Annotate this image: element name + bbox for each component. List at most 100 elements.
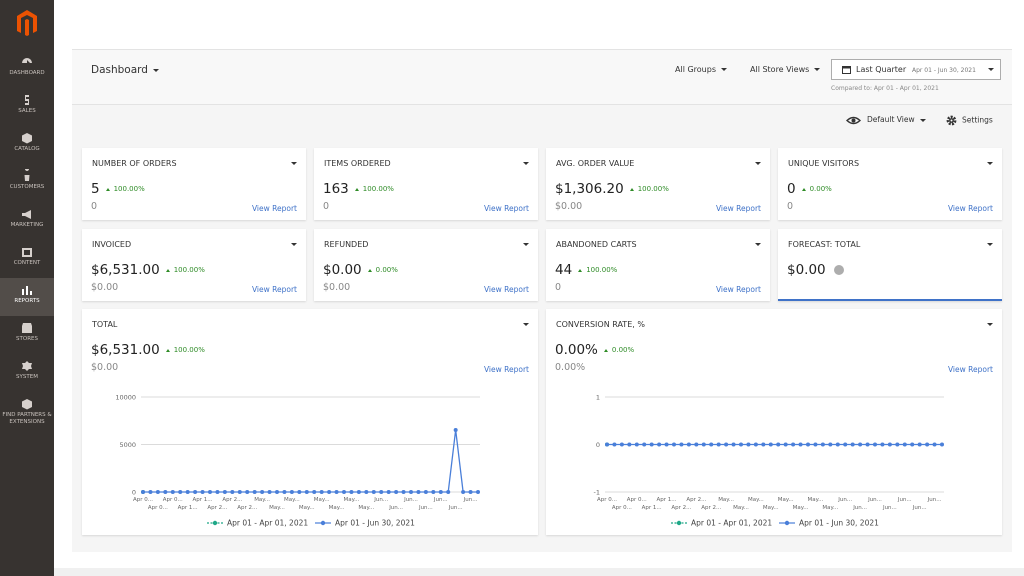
x-tick-label: Jun... [373,497,388,503]
card-value: $0.00 0.00% [323,262,398,278]
data-point [401,490,406,494]
view-report[interactable]: View Report [251,285,297,294]
card-title: UNIQUE VISITORS [788,159,860,168]
caret [720,68,727,71]
data-point [642,442,647,447]
previous-value: $0.00 [323,282,351,293]
value-text: $6,531.00 [91,262,160,278]
data-point [865,442,870,447]
card-menu[interactable] [987,323,993,326]
nav-item[interactable]: MARKETING [0,202,54,240]
data-point [409,490,413,494]
change: 0.00% [375,266,398,274]
data-point [394,490,399,494]
change: 100.00% [637,185,669,193]
card-menu[interactable] [755,162,761,165]
nav-item[interactable]: FIND PARTNERS & EXTENSIONS [0,392,54,430]
x-tick-label: Apr 0... [612,505,632,511]
x-tick-label: May... [358,505,374,511]
card-value: $1,306.20 100.00% [555,181,669,197]
change: 0.00% [809,185,832,193]
x-tick-label: Jun... [418,505,433,511]
card-menu[interactable] [291,162,297,165]
data-point [327,490,332,494]
x-tick-label: Apr 2... [207,505,227,511]
nav-item[interactable]: REPORTS [0,278,54,316]
view-report[interactable]: View Report [251,204,297,213]
x-tick-label: May... [778,497,794,503]
change: 100.00% [362,185,394,193]
legend-label: Apr 01 - Apr 01, 2021 [227,519,308,528]
page-title[interactable]: Dashboard [91,64,159,76]
data-point [858,442,863,447]
data-point [761,442,766,447]
nav-item[interactable]: CUSTOMERS [0,164,54,202]
icon-shape [22,58,32,63]
up-arrow [165,348,170,352]
view-report[interactable]: View Report [483,285,529,294]
view-report[interactable]: View Report [483,365,529,374]
period: Last Quarter [856,65,907,74]
card-title: ABANDONED CARTS [556,240,637,249]
store-switcher[interactable]: All Store Views [750,65,821,74]
card-menu[interactable] [291,243,297,246]
data-point [423,490,428,494]
nav-label: CUSTOMERS [9,184,45,190]
data-point [334,490,339,494]
logo[interactable] [0,0,54,45]
card-menu[interactable] [987,162,993,165]
data-point [828,442,833,447]
data-point [379,490,384,494]
data-point [776,442,781,447]
data-point [215,490,220,494]
card-menu[interactable] [523,323,529,326]
y-tick-label: -1 [594,489,600,497]
data-point [312,490,317,494]
x-tick-label: Apr 2... [237,505,257,511]
data-point [672,442,676,447]
view-report[interactable]: View Report [483,204,529,213]
x-tick-label: Jun... [837,497,852,503]
nav-item[interactable]: CONTENT [0,240,54,278]
card-value: 5 100.00% [91,181,145,197]
data-point [319,490,324,494]
icon-shape [25,95,29,105]
data-point [768,442,773,447]
nav-item[interactable]: DASHBOARD [0,50,54,88]
data-point [813,442,818,447]
view-report[interactable]: View Report [947,365,993,374]
data-point [649,442,654,447]
kpi-card: REFUNDED $0.00 0.00% $0.00 View Report [314,229,538,301]
card-title: CONVERSION RATE, % [556,320,645,329]
comparison: Compared to: Apr 01 - Apr 01, 2021 [831,85,939,92]
settings[interactable]: Settings [946,115,993,126]
card-menu[interactable] [523,162,529,165]
view-report[interactable]: View Report [947,204,993,213]
value-text: 44 [555,262,573,278]
chart-card: CONVERSION RATE, % 0.00% 0.00% 0.00% View Re… [546,309,1002,535]
nav-item[interactable]: STORES [0,316,54,354]
data-point [349,490,354,494]
group-switcher[interactable]: All Groups [675,65,727,74]
nav-item[interactable]: SYSTEM [0,354,54,392]
card-menu[interactable] [523,243,529,246]
x-tick-label: May... [314,497,330,503]
view-report[interactable]: View Report [715,285,761,294]
data-point [657,442,662,447]
previous-value: 0 [555,282,562,293]
nav-item[interactable]: CATALOG [0,126,54,164]
value-text: 0.00% [555,342,598,358]
icon-shape [22,399,32,410]
card-title: TOTAL [92,320,118,329]
data-point [895,442,900,447]
nav-item[interactable]: SALES [0,88,54,126]
card-value: 163 100.00% [323,181,394,197]
view-switcher[interactable]: Default View [845,115,926,125]
date-picker[interactable]: Last Quarter Apr 01 - Jun 30, 2021 [831,59,1001,80]
data-point [627,442,632,447]
view-report[interactable]: View Report [715,204,761,213]
nav-label: SYSTEM [16,374,38,380]
card-menu[interactable] [987,243,993,246]
card-menu[interactable] [755,243,761,246]
data-point [282,490,287,494]
